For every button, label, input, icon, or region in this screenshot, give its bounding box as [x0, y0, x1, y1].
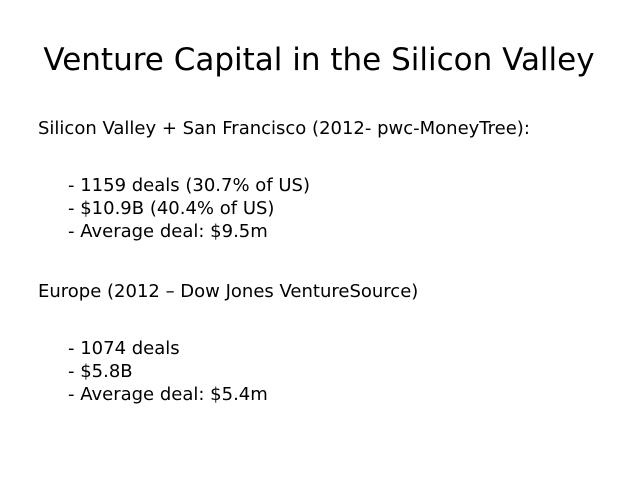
list-item: - $10.9B (40.4% of US) — [68, 198, 275, 219]
list-item: - Average deal: $5.4m — [68, 384, 268, 405]
section-heading: Europe (2012 – Dow Jones VentureSource) — [38, 281, 419, 302]
section-heading: Silicon Valley + San Francisco (2012- pw… — [38, 118, 530, 139]
list-item: - 1074 deals — [68, 338, 180, 359]
list-item: - $5.8B — [68, 361, 133, 382]
slide-title: Venture Capital in the Silicon Valley — [43, 42, 595, 78]
list-item: - 1159 deals (30.7% of US) — [68, 175, 310, 196]
list-item: - Average deal: $9.5m — [68, 221, 268, 242]
